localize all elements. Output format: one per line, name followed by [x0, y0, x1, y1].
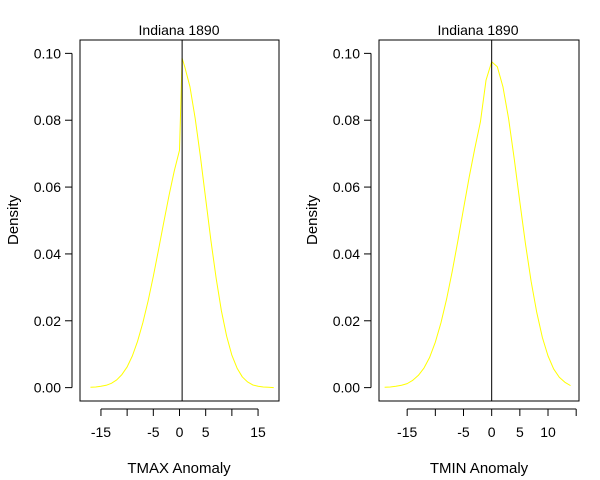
panel-tmin-y-tick-label: 0.06: [333, 179, 360, 195]
panel-tmax-y-axis-title: Density: [5, 194, 22, 245]
panel-tmax-y-axis: 0.00 0.02 0.04 0.06 0.08 0.10: [34, 45, 73, 396]
panel-tmax-y-tick-label: 0.00: [34, 380, 61, 396]
panel-tmax-series: [90, 40, 274, 401]
panel-tmax-y-tick-label: 0.10: [34, 45, 61, 61]
panel-tmax-x-tick-label: -15: [91, 424, 111, 440]
panel-tmin-x-tick-label: 0: [488, 424, 496, 440]
panel-tmin-y-axis: 0.00 0.02 0.04 0.06 0.08 0.10: [333, 45, 372, 396]
panel-tmin-x-axis: -15 -5 0 5 10: [397, 408, 577, 440]
panel-tmin-y-tick-label: 0.10: [333, 45, 360, 61]
panel-tmin-series: [384, 40, 571, 401]
panel-tmin-x-tick-label: 10: [540, 424, 556, 440]
panel-tmin-x-tick-label: -15: [397, 424, 417, 440]
panel-tmax-y-tick-label: 0.02: [34, 313, 61, 329]
panel-tmin-density-line: [384, 61, 571, 388]
panel-tmax-y-tick-label: 0.04: [34, 246, 61, 262]
panel-tmax-x-axis: -15 -5 0 5 15: [91, 408, 266, 440]
panel-tmax-y-tick-label: 0.08: [34, 112, 61, 128]
panel-tmax-x-tick-label: 15: [250, 424, 266, 440]
panel-tmax: Indiana 1890 0.00 0.02 0.04 0.06 0.08 0.10 -1…: [5, 22, 280, 477]
panel-tmax-x-tick-label: 0: [176, 424, 184, 440]
panel-tmin-x-tick-label: -5: [457, 424, 470, 440]
panel-tmin-title: Indiana 1890: [438, 22, 519, 38]
panel-tmin-y-tick-label: 0.00: [333, 380, 360, 396]
panel-tmin-plot-frame: [378, 39, 580, 402]
panel-tmin-y-tick-label: 0.02: [333, 313, 360, 329]
panel-tmax-title: Indiana 1890: [139, 22, 220, 38]
panel-tmax-x-tick-label: 5: [202, 424, 210, 440]
panel-tmin-y-tick-label: 0.04: [333, 246, 360, 262]
panel-tmin-y-tick-label: 0.08: [333, 112, 360, 128]
panel-tmax-y-tick-label: 0.06: [34, 179, 61, 195]
panel-tmin-x-tick-label: 5: [516, 424, 524, 440]
panel-tmin: Indiana 1890 0.00 0.02 0.04 0.06 0.08 0.10 -1…: [304, 22, 580, 477]
panel-tmax-x-axis-title: TMAX Anomaly: [127, 460, 231, 477]
panel-tmax-x-tick-label: -5: [147, 424, 160, 440]
panel-tmin-x-axis-title: TMIN Anomaly: [430, 460, 529, 477]
panel-tmin-y-axis-title: Density: [304, 194, 321, 245]
panel-tmax-plot-frame: [79, 39, 280, 402]
